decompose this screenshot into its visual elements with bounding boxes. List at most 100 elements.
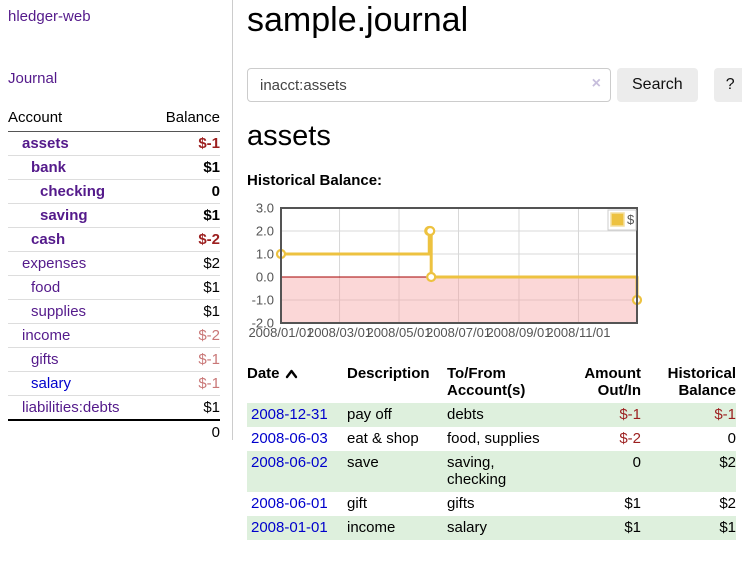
sidebar: hledger-web Journal Account Balance asse… (0, 0, 233, 444)
account-link[interactable]: cash (31, 231, 66, 248)
y-axis-tick-label: -2.0 (252, 316, 274, 331)
account-name-cell: salary (8, 371, 151, 396)
sidebar-item-journal[interactable]: Journal (8, 70, 58, 87)
account-row: expenses $2 (8, 251, 220, 276)
transaction-balance: $2 (719, 495, 736, 513)
data-point-marker (426, 272, 437, 283)
account-link[interactable]: liabilities:debts (22, 399, 120, 416)
transaction-balance: $1 (719, 519, 736, 537)
register-header-row: Date Description To/From Account(s) Amou… (247, 363, 736, 403)
column-header-date[interactable]: Date (247, 363, 347, 403)
x-axis-tick-label: 2008/01/01 (248, 325, 313, 340)
date-header-label: Date (247, 365, 280, 383)
transaction-amount: $1 (624, 519, 641, 537)
register-tbody: 2008-12-31 pay off debts $-1 $-1 2008-06-03 ea… (247, 403, 736, 541)
search-input-wrap: × (247, 68, 611, 103)
total-spacer (8, 419, 151, 444)
account-link[interactable]: gifts (31, 351, 59, 368)
account-name-cell: expenses (8, 251, 151, 276)
account-row: income $-2 (8, 323, 220, 348)
transaction-accounts: saving, checking (447, 454, 507, 489)
transaction-row: 2008-06-03 eat & shop food, supplies $-2 0 (247, 427, 736, 451)
column-header-accounts: To/From Account(s) (447, 365, 526, 400)
account-link[interactable]: checking (40, 183, 106, 200)
plot-border (280, 207, 638, 325)
accounts-tbody: assets $-1 bank $1 checking 0 saving $1 cash $-2 e… (8, 132, 220, 420)
transaction-description: eat & shop (347, 430, 419, 448)
main-content: sample.journal × Search ? assets Histori… (233, 0, 742, 541)
transaction-date-cell: 2008-06-02 (247, 451, 347, 492)
account-balance: $-1 (150, 347, 220, 372)
account-name-cell: cash (8, 227, 151, 252)
help-button[interactable]: ? (713, 68, 742, 103)
transaction-date-link[interactable]: 2008-06-02 (251, 454, 328, 472)
account-balance: $-2 (150, 227, 220, 252)
account-balance: $1 (150, 275, 220, 300)
y-axis-tick-label: 0.0 (256, 270, 274, 285)
column-header-description: Description (347, 365, 430, 383)
account-balance: $1 (150, 155, 220, 180)
transaction-date-link[interactable]: 2008-06-01 (251, 495, 328, 513)
account-balance: $-1 (198, 135, 220, 152)
transaction-date-cell: 2008-06-01 (247, 492, 347, 516)
transaction-description: pay off (347, 406, 392, 424)
transaction-description: save (347, 454, 379, 472)
transaction-description: income (347, 519, 396, 537)
transaction-date-link[interactable]: 2008-12-31 (251, 406, 328, 424)
brand-link[interactable]: hledger-web (8, 8, 91, 25)
transaction-accounts: salary (447, 519, 488, 537)
column-header-amount: Amount Out/In (584, 365, 641, 400)
transaction-accounts: gifts (447, 495, 475, 513)
transaction-amount: $1 (624, 495, 641, 513)
total-balance: 0 (150, 419, 220, 444)
account-name-cell: income (8, 323, 151, 348)
account-row: supplies $1 (8, 299, 220, 324)
legend-label: $ (627, 212, 635, 227)
account-balance: $2 (150, 251, 220, 276)
transaction-balance: 0 (727, 430, 736, 448)
account-link[interactable]: expenses (22, 255, 87, 272)
transaction-accounts: food, supplies (447, 430, 540, 448)
account-name-cell: bank (8, 155, 151, 180)
search-button[interactable]: Search (617, 68, 698, 103)
balance-chart: $3.0 2.0 1.0 0.0 -1.0 -2.02008/01/012008/03/0… (248, 201, 643, 340)
transaction-date-cell: 2008-06-03 (247, 427, 347, 451)
account-balance: $-1 (150, 371, 220, 396)
x-axis-tick-label: 2008/03/01 (307, 325, 372, 340)
account-column-header: Account (8, 105, 151, 132)
account-heading: assets (247, 120, 331, 153)
transaction-date-link[interactable]: 2008-01-01 (251, 519, 328, 537)
account-link[interactable]: food (31, 279, 61, 296)
chart-title: Historical Balance: (247, 172, 383, 190)
app: hledger-web Journal Account Balance asse… (0, 0, 742, 541)
account-balance: $1 (150, 395, 220, 420)
clear-search-icon[interactable]: × (591, 75, 601, 93)
account-name-cell: gifts (8, 347, 151, 372)
account-balance: $-2 (150, 323, 220, 348)
transaction-description: gift (347, 495, 368, 513)
account-link[interactable]: bank (31, 159, 67, 176)
transaction-date-link[interactable]: 2008-06-03 (251, 430, 328, 448)
account-row: cash $-2 (8, 227, 220, 252)
search-input[interactable] (247, 68, 611, 103)
account-name-cell: liabilities:debts (8, 395, 151, 420)
account-link[interactable]: salary (31, 375, 72, 392)
account-link[interactable]: income (22, 327, 71, 344)
data-point-marker (425, 226, 436, 237)
account-name-cell: assets (8, 132, 151, 156)
negative-region (281, 277, 637, 324)
transaction-row: 2008-01-01 income salary $1 $1 (247, 516, 736, 541)
account-balance: $1 (150, 203, 220, 228)
account-link[interactable]: assets (22, 135, 69, 152)
account-row: gifts $-1 (8, 347, 220, 372)
account-balance: 0 (150, 179, 220, 204)
account-link[interactable]: supplies (31, 303, 87, 320)
account-row: bank $1 (8, 155, 220, 180)
accounts-table: Account Balance assets $-1 bank $1 checking 0… (8, 105, 220, 444)
account-link[interactable]: saving (40, 207, 88, 224)
account-row: checking 0 (8, 179, 220, 204)
account-row: saving $1 (8, 203, 220, 228)
x-axis-tick-label: 2008/07/01 (426, 325, 491, 340)
journal-nav: Journal (8, 70, 232, 87)
brand: hledger-web (8, 8, 232, 25)
